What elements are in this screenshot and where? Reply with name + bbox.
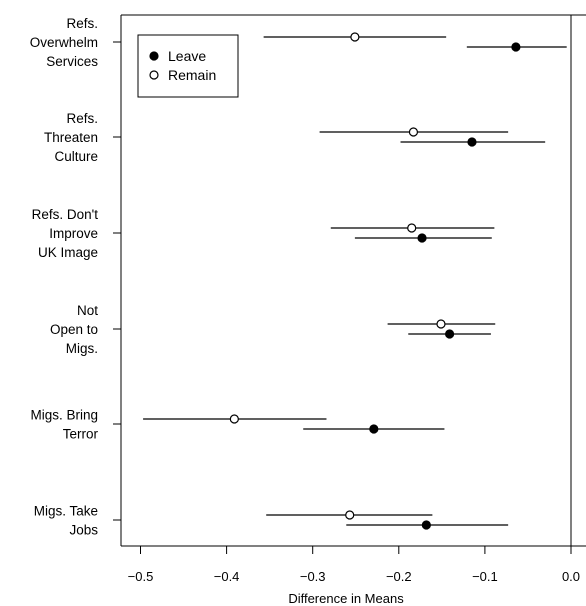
remain-point: [436, 319, 446, 329]
plot-area: [120, 14, 586, 547]
x-axis-title: Difference in Means: [288, 591, 404, 606]
category-label: Overwhelm: [30, 35, 98, 50]
category-label: Improve: [49, 226, 98, 241]
category-label: Jobs: [69, 523, 98, 538]
category-labels: Refs. Overwhelm Services Refs. Threaten Cultu…: [30, 16, 121, 538]
remain-point: [408, 127, 419, 137]
x-tick-label: −0.4: [214, 569, 240, 584]
category-label: Culture: [54, 149, 98, 164]
category-label: Not: [77, 303, 98, 318]
remain-point: [350, 32, 360, 42]
legend-marker: [149, 70, 159, 80]
remain-point: [407, 223, 417, 233]
x-axis: −0.5 −0.4 −0.3 −0.2 −0.1 0.0: [128, 546, 580, 584]
x-tick-label: −0.5: [128, 569, 154, 584]
category-label: Threaten: [44, 130, 98, 145]
leave-point: [511, 42, 521, 52]
category-label: Terror: [63, 427, 99, 442]
category-label: Refs. Don't: [32, 207, 99, 222]
legend: Leave Remain: [137, 34, 239, 98]
leave-point: [444, 329, 455, 339]
remain-point: [229, 414, 239, 424]
leave-point: [421, 520, 431, 530]
category-label: Migs. Take: [34, 504, 98, 519]
legend-label: Leave: [168, 48, 206, 64]
legend-marker: [149, 51, 159, 61]
category-label: Refs.: [66, 111, 98, 126]
leave-point: [417, 233, 427, 243]
category-label: UK Image: [38, 245, 98, 260]
leave-point: [467, 137, 477, 147]
leave-point: [369, 424, 379, 434]
x-tick-label: −0.2: [386, 569, 412, 584]
category-label: Migs. Bring: [30, 408, 98, 423]
category-label: Services: [46, 54, 98, 69]
x-tick-label: −0.3: [300, 569, 326, 584]
category-label: Migs.: [66, 341, 98, 356]
x-tick-label: 0.0: [562, 569, 580, 584]
legend-box: [137, 34, 239, 98]
legend-label: Remain: [168, 67, 216, 83]
x-tick-label: −0.1: [472, 569, 498, 584]
remain-point: [345, 510, 355, 520]
category-label: Open to: [50, 322, 98, 337]
category-label: Refs.: [66, 16, 98, 31]
